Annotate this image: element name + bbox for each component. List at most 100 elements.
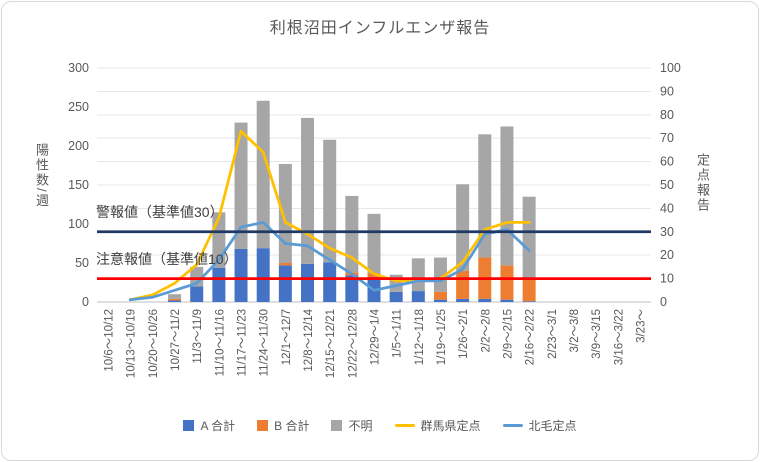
line-series-gunma xyxy=(128,129,531,302)
bar-segment-unknown xyxy=(234,122,248,249)
right-axis-tick: 50 xyxy=(660,178,674,192)
bar-segment-b xyxy=(500,265,514,300)
x-axis-label: 12/15～12/21 xyxy=(325,309,337,378)
bar-segment-a xyxy=(522,301,536,302)
x-axis-label: 11/10～11/16 xyxy=(214,309,226,376)
bar-segment-unknown xyxy=(301,117,315,264)
x-axis-label: 10/6～10/12 xyxy=(104,309,116,372)
bar-segment-a xyxy=(190,286,204,302)
bar-segment-b xyxy=(278,263,292,266)
legend-label: 群馬県定点 xyxy=(420,419,481,433)
x-axis-label: 3/2～3/8 xyxy=(569,309,581,352)
right-axis-tick: 90 xyxy=(660,84,674,98)
legend-swatch xyxy=(331,420,343,431)
bar-segment-unknown xyxy=(256,100,270,249)
legend-label: 不明 xyxy=(348,419,373,433)
x-axis-label: 2/2～2/8 xyxy=(480,309,492,352)
legend-item-1: B 合計 xyxy=(257,417,309,434)
right-axis-tick: 80 xyxy=(660,108,674,122)
legend-swatch xyxy=(183,420,195,431)
bar-segment-a xyxy=(500,299,514,302)
bar-segment-unknown xyxy=(411,258,425,292)
x-axis-label: 3/16～3/22 xyxy=(613,309,625,365)
bar-segment-a xyxy=(278,265,292,302)
bar-segment-unknown xyxy=(345,195,359,273)
left-axis-title: 陽性数/週 xyxy=(34,143,49,209)
legend-line-swatch xyxy=(394,424,415,427)
bar-segment-b xyxy=(456,270,470,299)
x-axis-label: 12/22～12/28 xyxy=(347,309,359,378)
bar-segment-a xyxy=(389,291,403,302)
x-axis-label: 11/24～11/30 xyxy=(259,309,271,376)
right-axis-tick: 70 xyxy=(660,131,674,145)
left-axis-tick: 250 xyxy=(68,100,89,114)
legend-item-0: A 合計 xyxy=(183,417,235,434)
bar-segment-unknown xyxy=(456,184,470,271)
right-axis-title: 定点報告 xyxy=(695,153,710,213)
x-axis-label: 10/27～11/2 xyxy=(170,309,182,371)
x-axis-label: 3/23～ xyxy=(635,309,647,343)
right-axis-tick: 0 xyxy=(660,295,667,309)
x-axis-label: 1/26～2/1 xyxy=(458,309,470,359)
legend: A 合計 B 合計 不明 群馬県定点 北毛定点 xyxy=(0,417,760,434)
legend-item-3: 群馬県定点 xyxy=(394,417,481,434)
x-axis-label: 12/29～1/4 xyxy=(370,308,382,365)
bar-segment-a xyxy=(212,267,226,302)
x-axis-label: 12/1～12/7 xyxy=(281,309,293,365)
right-axis-tick: 60 xyxy=(660,155,674,169)
legend-label: A 合計 xyxy=(200,419,236,433)
bar-segment-a xyxy=(478,298,492,302)
bar-segment-a xyxy=(234,248,248,302)
x-axis-label: 10/20～10/26 xyxy=(148,309,160,378)
x-axis-label: 2/23～3/1 xyxy=(547,309,559,359)
bar-segment-a xyxy=(345,275,359,302)
right-axis-tick: 10 xyxy=(660,272,674,286)
caution-threshold-label: 注意報値（基準値10） xyxy=(96,251,238,267)
chart-title: 利根沼田インフルエンザ報告 xyxy=(269,20,491,37)
bar-segment-unknown xyxy=(522,196,536,280)
bar-segment-b xyxy=(433,291,447,300)
bar-segment-a xyxy=(456,298,470,302)
bar-segment-a xyxy=(323,262,337,302)
right-axis-tick: 30 xyxy=(660,225,674,239)
left-axis-tick: 300 xyxy=(68,61,89,75)
legend-line-swatch xyxy=(502,424,523,427)
bar-segment-unknown xyxy=(478,134,492,258)
right-axis-tick: 100 xyxy=(660,61,681,75)
x-axis-label: 11/17～11/23 xyxy=(237,309,249,376)
left-axis-tick: 0 xyxy=(82,295,89,309)
legend-swatch xyxy=(257,420,269,431)
legend-item-2: 不明 xyxy=(331,417,373,434)
legend-item-4: 北毛定点 xyxy=(502,417,577,434)
line-series-hokumou xyxy=(128,221,531,302)
right-axis-tick: 40 xyxy=(660,201,674,215)
legend-label: 北毛定点 xyxy=(528,419,577,433)
bar-segment-a xyxy=(168,300,182,302)
x-axis-label: 1/5～1/11 xyxy=(392,309,404,358)
x-axis-label: 3/9～3/15 xyxy=(591,309,603,359)
left-axis-tick: 200 xyxy=(68,139,89,153)
alert-threshold-label: 警報値（基準値30） xyxy=(96,204,224,220)
bar-segment-unknown xyxy=(367,213,381,274)
bar-segment-unknown xyxy=(278,163,292,263)
bar-segment-unknown xyxy=(500,126,514,266)
left-axis-tick: 50 xyxy=(75,256,89,270)
bar-segment-unknown xyxy=(433,257,447,292)
left-axis-tick: 150 xyxy=(68,178,89,192)
x-axis-label: 11/3～11/9 xyxy=(192,309,204,364)
bar-segment-a xyxy=(256,248,270,302)
bar-segment-b xyxy=(168,298,182,301)
x-axis-label: 1/12～1/18 xyxy=(414,309,426,365)
left-axis-tick: 100 xyxy=(68,217,89,231)
x-axis-label: 2/9～2/15 xyxy=(502,309,514,359)
x-axis-label: 10/13～10/19 xyxy=(126,309,138,378)
bar-segment-a xyxy=(301,263,315,302)
bar-segment-a xyxy=(433,299,447,302)
x-axis-label: 2/16～2/22 xyxy=(525,309,537,365)
legend-label: B 合計 xyxy=(274,419,310,433)
bar-segment-b xyxy=(522,279,536,302)
x-axis-label: 12/8～12/14 xyxy=(303,308,315,371)
right-axis-tick: 20 xyxy=(660,248,674,262)
